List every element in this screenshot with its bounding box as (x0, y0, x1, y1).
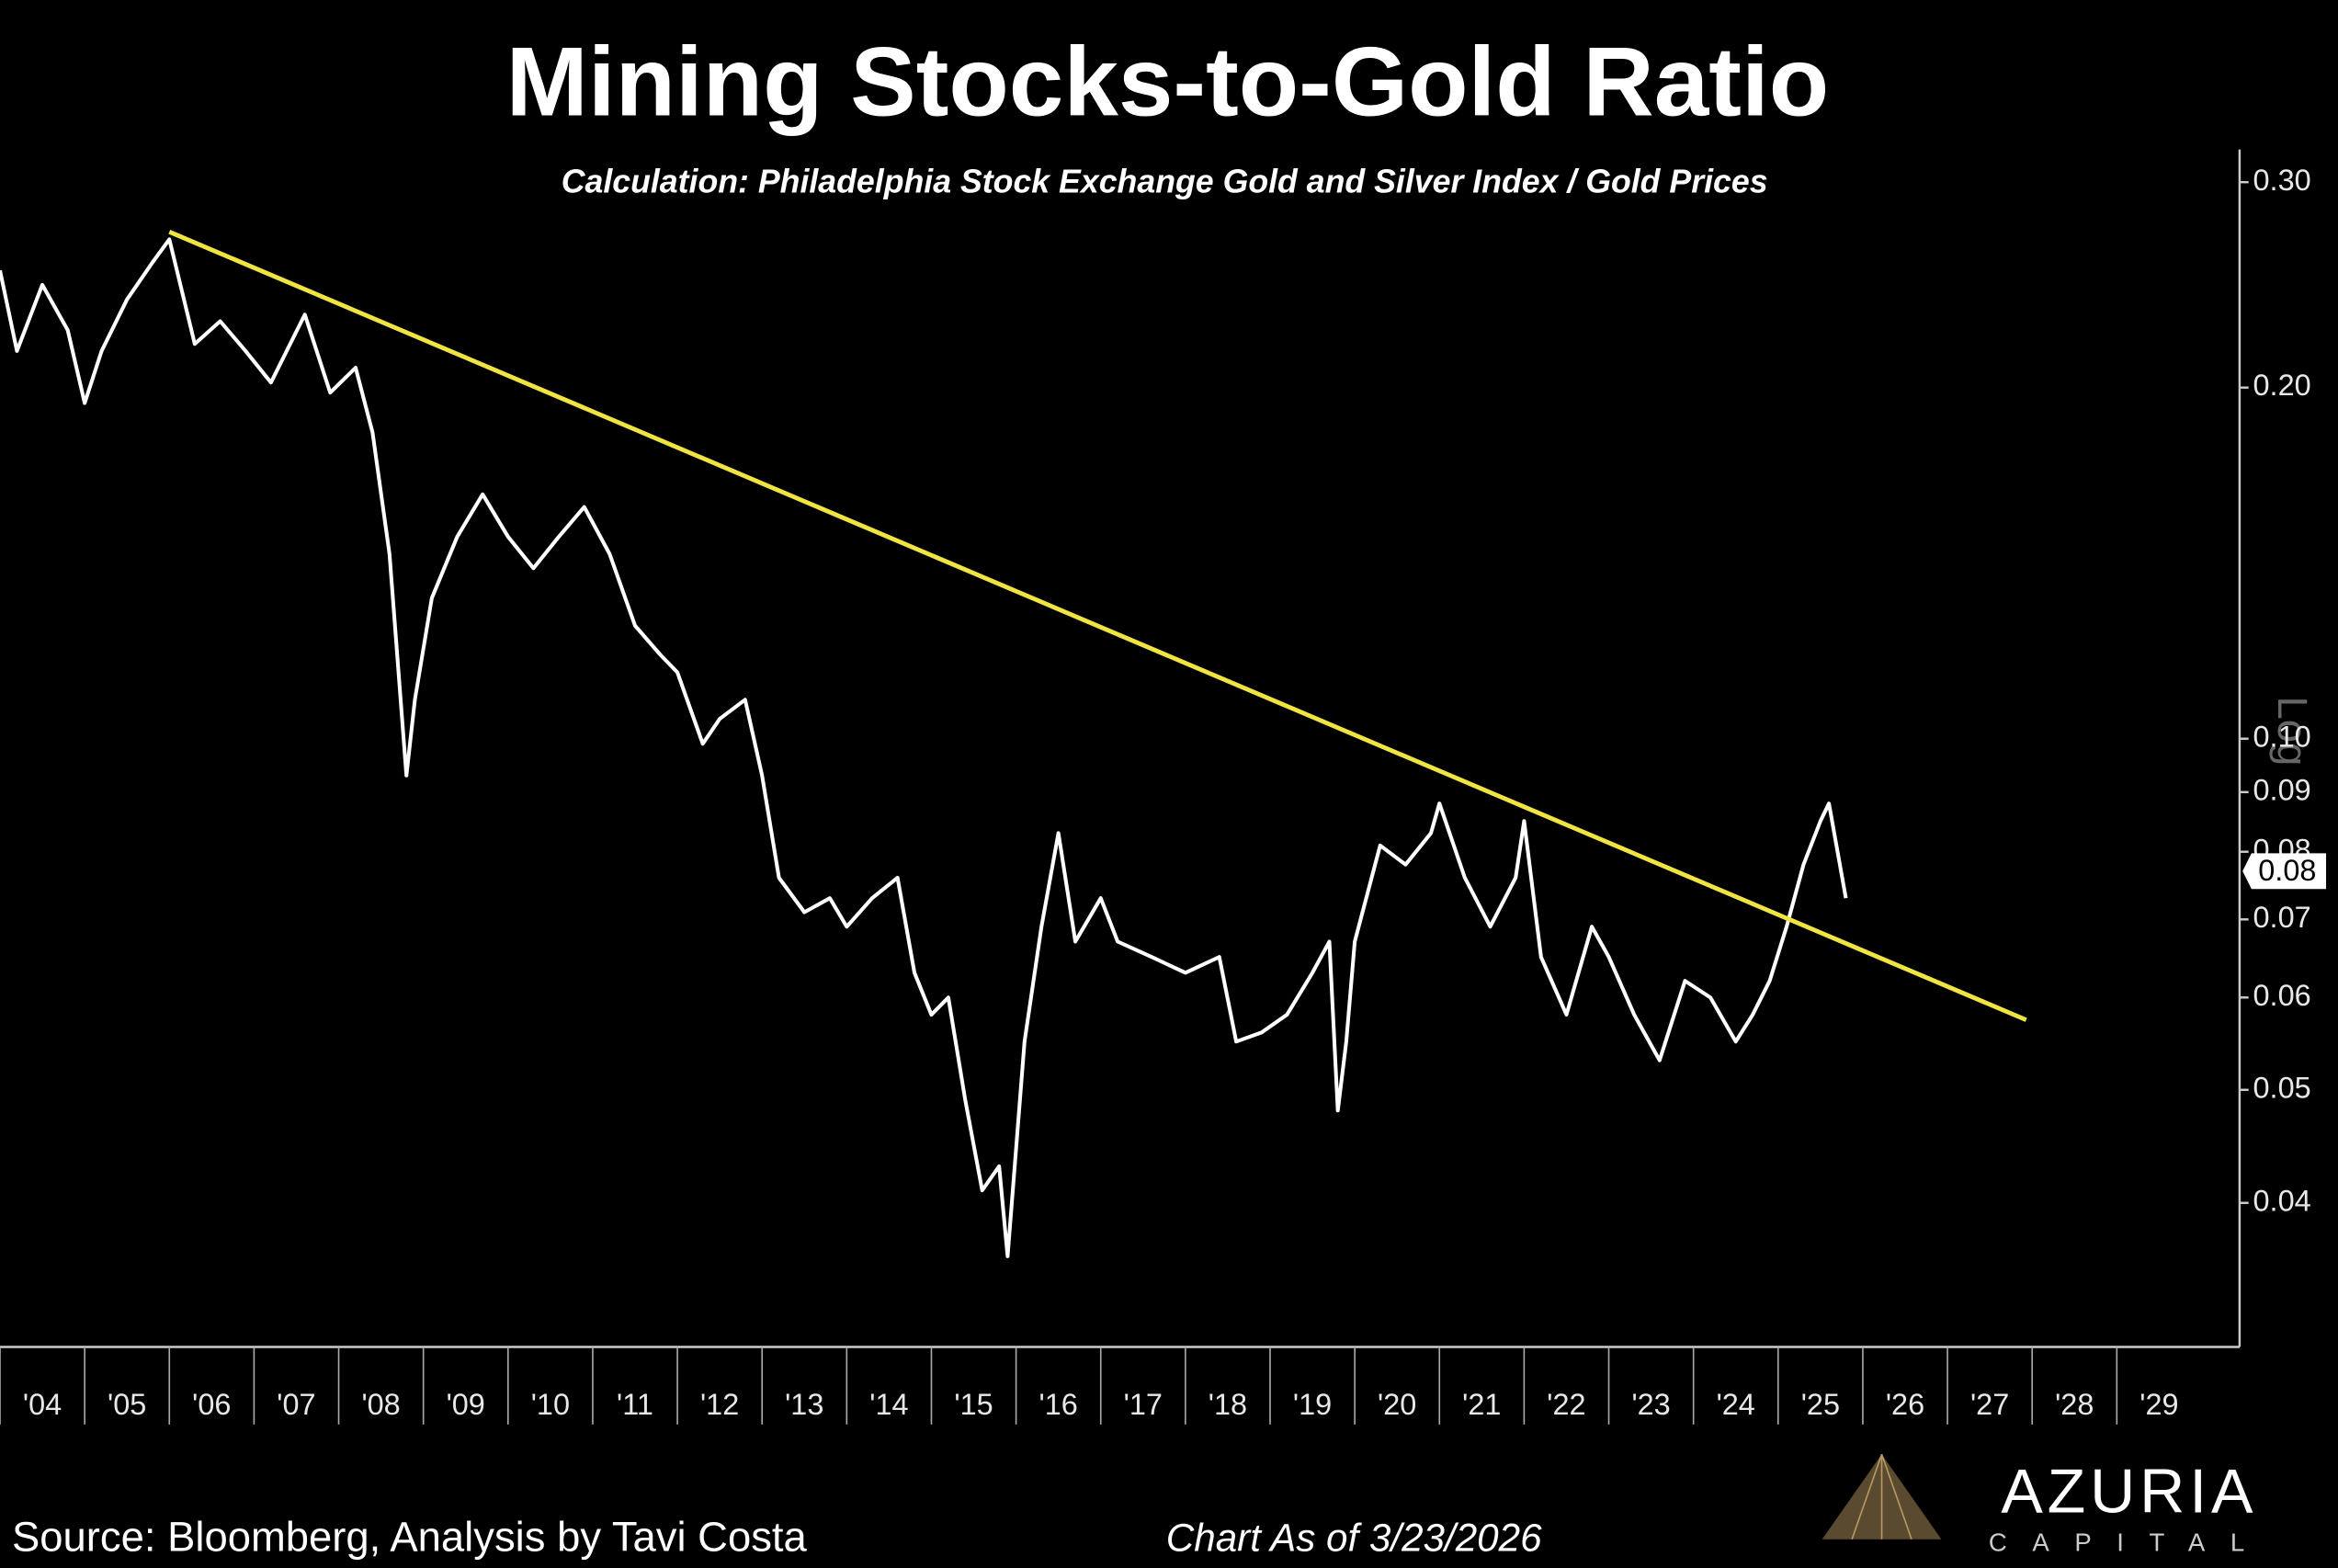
brand-name: AZURIA (2001, 1457, 2257, 1527)
scale-label: Log (2269, 697, 2316, 767)
logo-icon (1822, 1454, 1942, 1540)
y-tick-label: 0.07 (2253, 901, 2311, 934)
x-tick-label: '29 (2139, 1388, 2178, 1421)
y-tick-label: 0.04 (2253, 1184, 2311, 1217)
x-tick-label: '18 (1209, 1388, 1247, 1421)
last-value-box (2242, 853, 2327, 890)
x-tick-label: '13 (785, 1388, 823, 1421)
chart-subtitle: Calculation: Philadelphia Stock Exchange… (562, 164, 1768, 200)
chart-title: Mining Stocks-to-Gold Ratio (506, 26, 1830, 136)
trend-line (168, 229, 2027, 1022)
y-tick-label: 0.06 (2253, 979, 2311, 1012)
x-tick-label: '28 (2055, 1388, 2094, 1421)
brand-sub: CAPITAL (1989, 1528, 2270, 1557)
x-tick-label: '08 (361, 1388, 400, 1421)
x-tick-label: '14 (869, 1388, 908, 1421)
x-tick-label: '09 (447, 1388, 485, 1421)
x-tick-label: '10 (531, 1388, 570, 1421)
x-tick-label: '27 (1970, 1388, 2009, 1421)
x-tick-label: '12 (700, 1388, 739, 1421)
x-tick-label: '11 (617, 1388, 653, 1421)
x-tick-label: '24 (1717, 1388, 1755, 1421)
x-tick-label: '22 (1547, 1388, 1585, 1421)
last-value-marker: 0.08 (2242, 853, 2327, 890)
x-tick-label: '16 (1039, 1388, 1078, 1421)
x-tick-label: '25 (1801, 1388, 1840, 1421)
x-tick-label: '21 (1462, 1388, 1501, 1421)
x-tick-label: '23 (1631, 1388, 1670, 1421)
x-tick-label: '20 (1378, 1388, 1416, 1421)
x-tick-label: '07 (277, 1388, 315, 1421)
x-tick-label: '05 (108, 1388, 146, 1421)
last-value-label: 0.08 (2258, 854, 2316, 887)
y-tick-label: 0.10 (2253, 720, 2311, 753)
y-tick-label: 0.09 (2253, 773, 2311, 806)
x-tick-label: '06 (192, 1388, 231, 1421)
source-note: Source: Bloomberg, Analysis by Tavi Cost… (12, 1514, 808, 1561)
x-tick-label: '04 (23, 1388, 62, 1421)
y-tick-label: 0.30 (2253, 164, 2311, 197)
x-tick-label: '17 (1124, 1388, 1163, 1421)
x-tick-label: '19 (1293, 1388, 1332, 1421)
data-line (0, 237, 1848, 1258)
y-tick-label: 0.20 (2253, 369, 2311, 402)
date-note: Chart As of 3/23/2026 (1166, 1517, 1542, 1560)
y-tick-label: 0.05 (2253, 1071, 2311, 1104)
x-tick-label: '26 (1886, 1388, 1924, 1421)
x-tick-label: '15 (954, 1388, 993, 1421)
